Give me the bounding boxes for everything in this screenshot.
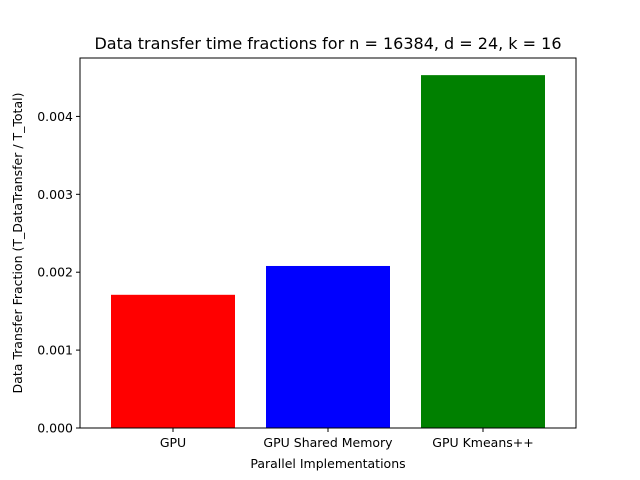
bar-1 [266,265,390,428]
y-axis-ticks: 0.000 0.001 0.002 0.003 0.004 [37,109,80,436]
y-tick-label-2: 0.002 [37,265,73,280]
bars-group [111,75,545,428]
y-tick-label-4: 0.004 [37,109,73,124]
bar-0 [111,294,235,428]
bar-2 [421,75,545,428]
x-tick-label-0: GPU [160,435,186,450]
y-tick-label-1: 0.001 [37,343,73,358]
y-tick-label-3: 0.003 [37,187,73,202]
y-axis-label: Data Transfer Fraction (T_DataTransfer /… [10,93,25,394]
plot-area-frame [79,57,577,429]
x-axis-label: Parallel Implementations [250,456,405,471]
x-axis-ticks: GPU GPU Shared Memory GPU Kmeans++ [160,428,534,450]
chart-title: Data transfer time fractions for n = 163… [94,34,561,53]
y-tick-label-0: 0.000 [37,421,73,436]
x-tick-label-2: GPU Kmeans++ [432,435,533,450]
x-tick-label-1: GPU Shared Memory [263,435,393,450]
